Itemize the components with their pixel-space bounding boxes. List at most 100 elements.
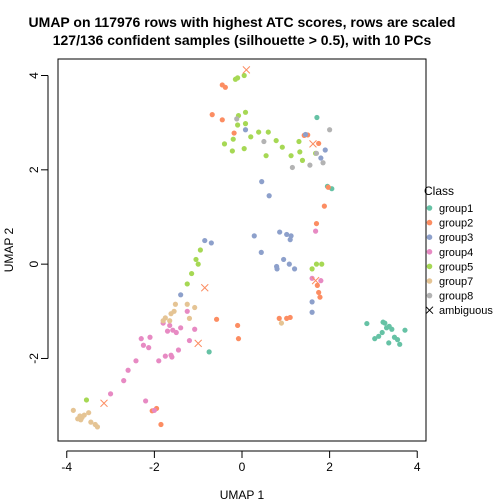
data-point-group4: [178, 325, 184, 331]
x-tick-label: 2: [326, 460, 333, 474]
data-point-group3: [318, 155, 324, 161]
data-point-group1: [397, 341, 403, 347]
data-point-group7: [75, 416, 81, 422]
data-point-group4: [164, 328, 171, 334]
data-point-group8: [289, 164, 295, 171]
x-tick-label: 0: [239, 460, 246, 474]
legend-label-group1: group1: [439, 203, 473, 215]
data-point-group3: [291, 266, 298, 272]
data-point-group2: [158, 421, 164, 428]
data-point-group2: [209, 112, 215, 118]
data-point-group2: [325, 184, 331, 190]
legend-label-group4: group4: [439, 247, 473, 259]
data-point-group4: [167, 322, 173, 329]
series-ambiguous: [100, 65, 320, 408]
legend-label-group5: group5: [439, 261, 473, 273]
data-point-group4: [192, 326, 198, 332]
data-point-group5: [242, 109, 249, 115]
data-point-group5: [273, 137, 279, 144]
data-point-group1: [372, 336, 378, 342]
data-point-group4: [162, 353, 168, 359]
data-point-group4: [170, 327, 176, 333]
data-point-group2: [313, 220, 320, 227]
data-point-group4: [313, 228, 319, 234]
data-point-ambiguous: [200, 283, 209, 292]
data-point-group3: [309, 299, 315, 305]
data-point-group8: [327, 127, 333, 133]
plot-area-frame: [57, 58, 427, 442]
data-point-group4: [175, 347, 182, 353]
data-point-group5: [296, 138, 302, 145]
data-point-group3: [322, 147, 328, 153]
data-point-group5: [193, 256, 199, 263]
data-point-group4: [318, 278, 324, 284]
data-point-group4: [156, 358, 162, 364]
data-point-group3: [281, 256, 287, 263]
data-point-group2: [219, 117, 225, 123]
data-point-group4: [107, 391, 114, 397]
data-point-group1: [382, 320, 388, 326]
data-point-group5: [256, 129, 262, 135]
x-tick-label: -4: [61, 460, 72, 474]
data-point-group3: [208, 240, 214, 246]
data-point-group4: [146, 345, 152, 351]
data-point-group3: [284, 231, 290, 238]
data-point-group5: [241, 146, 247, 152]
data-point-group5: [184, 281, 190, 287]
data-point-group8: [234, 116, 240, 122]
data-point-group3: [286, 261, 292, 267]
data-point-ambiguous: [311, 276, 320, 285]
y-tick-label: 4: [27, 72, 41, 79]
chart-title-line2: 127/136 confident samples (silhouette > …: [53, 32, 432, 48]
data-points: [70, 65, 408, 430]
data-point-group4: [147, 334, 153, 340]
data-point-group7: [184, 301, 190, 307]
data-point-group4: [138, 336, 144, 342]
data-point-group7: [94, 424, 101, 430]
data-point-ambiguous: [194, 339, 203, 348]
data-point-ambiguous: [309, 140, 317, 148]
data-point-group2: [317, 294, 323, 300]
legend-marker-ambiguous: [425, 306, 434, 315]
data-point-group1: [206, 349, 212, 355]
data-point-group3: [258, 249, 264, 255]
legend-marker-group7: [426, 278, 433, 284]
x-tick-label: 4: [414, 460, 421, 474]
data-point-group5: [189, 270, 195, 277]
data-point-group2: [287, 314, 293, 321]
data-point-group8: [261, 138, 267, 145]
data-point-group8: [320, 160, 326, 166]
data-point-ambiguous: [242, 65, 251, 74]
data-point-group3: [309, 309, 315, 315]
data-point-group7: [70, 407, 76, 413]
data-point-group3: [202, 237, 208, 244]
data-point-group4: [184, 308, 190, 314]
data-point-group7: [88, 419, 94, 425]
data-point-group3: [242, 127, 249, 133]
data-point-group5: [309, 266, 315, 272]
legend-label-group2: group2: [439, 218, 473, 230]
data-point-group5: [197, 247, 203, 253]
data-point-group7: [167, 318, 173, 324]
data-point-group4: [186, 337, 193, 344]
data-point-group4: [309, 275, 315, 281]
data-point-group4: [143, 398, 149, 404]
data-point-group5: [221, 141, 228, 147]
data-point-group4: [133, 358, 139, 364]
series-group3: [178, 127, 328, 315]
data-point-group5: [241, 72, 247, 79]
data-point-group4: [140, 342, 147, 348]
y-tick-label: -2: [27, 353, 41, 364]
data-point-group2: [213, 316, 220, 322]
data-point-group4: [151, 407, 157, 413]
data-point-group5: [263, 153, 269, 159]
data-point-group7: [168, 311, 174, 317]
legend-marker-group8: [426, 292, 433, 299]
data-point-group1: [389, 326, 395, 332]
data-point-group2: [222, 84, 228, 90]
data-point-group2: [316, 140, 322, 147]
legend-marker-group2: [426, 219, 433, 226]
data-point-group4: [169, 354, 175, 360]
data-point-group5: [313, 261, 320, 267]
